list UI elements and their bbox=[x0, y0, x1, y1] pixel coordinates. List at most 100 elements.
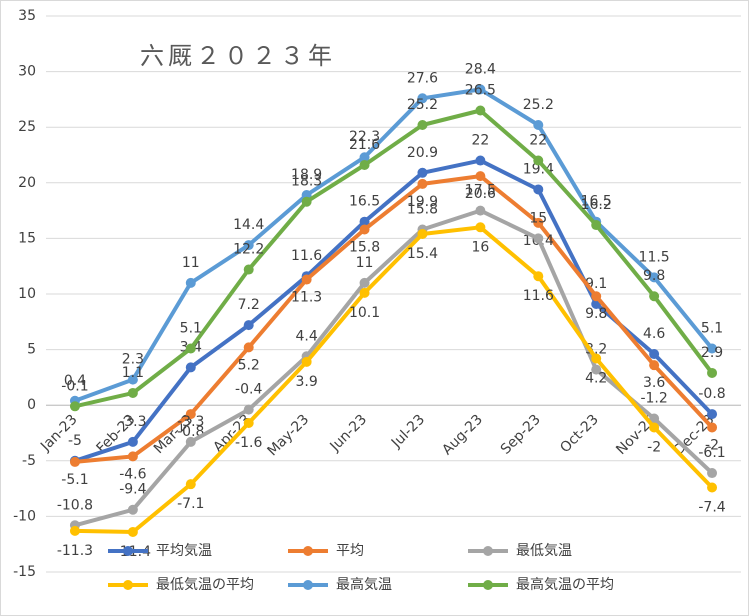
y-tick-label: -5 bbox=[22, 453, 36, 469]
series-line bbox=[73, 87, 714, 403]
data-label: 5.2 bbox=[238, 357, 260, 373]
data-point bbox=[127, 374, 138, 385]
data-point bbox=[707, 367, 718, 378]
data-point bbox=[359, 152, 370, 163]
legend-label: 平均気温 bbox=[156, 543, 212, 559]
data-label: 15.8 bbox=[407, 202, 438, 218]
data-point bbox=[185, 436, 196, 447]
data-label: 11 bbox=[182, 255, 200, 271]
data-label: 4.6 bbox=[643, 326, 665, 342]
data-point bbox=[69, 525, 80, 536]
data-point bbox=[649, 360, 660, 371]
data-label: 25.2 bbox=[407, 97, 438, 113]
y-tick-label: 30 bbox=[18, 64, 36, 80]
data-label: -6.1 bbox=[698, 445, 725, 461]
data-point bbox=[707, 468, 718, 479]
data-label: 25.2 bbox=[523, 97, 554, 113]
data-point bbox=[417, 228, 428, 239]
legend-label: 平均 bbox=[336, 543, 364, 559]
data-point bbox=[475, 84, 486, 95]
series-line bbox=[73, 225, 714, 534]
data-point bbox=[127, 387, 138, 398]
data-label: -0.4 bbox=[235, 382, 262, 398]
data-point bbox=[301, 196, 312, 207]
data-point bbox=[591, 291, 602, 302]
data-label: -3.3 bbox=[119, 414, 146, 430]
data-point bbox=[185, 277, 196, 288]
data-label: 2.9 bbox=[701, 345, 723, 361]
data-point bbox=[707, 343, 718, 354]
legend-marker bbox=[123, 580, 133, 590]
data-label: 7.2 bbox=[238, 297, 260, 313]
data-label: 4.4 bbox=[295, 328, 317, 344]
data-point bbox=[243, 342, 254, 353]
data-point bbox=[69, 456, 80, 467]
data-label: -0.8 bbox=[698, 386, 725, 402]
data-label: -1.2 bbox=[640, 391, 667, 407]
data-label: 20.6 bbox=[465, 186, 496, 202]
data-label: 2.3 bbox=[122, 352, 144, 368]
data-label: 4.2 bbox=[585, 370, 607, 386]
data-point bbox=[533, 233, 544, 244]
data-label: 16.2 bbox=[581, 197, 612, 213]
data-label: 16.5 bbox=[581, 194, 612, 210]
data-point bbox=[649, 422, 660, 433]
data-point bbox=[533, 217, 544, 228]
legend-marker bbox=[303, 580, 313, 590]
data-point bbox=[649, 413, 660, 424]
data-point bbox=[475, 171, 486, 182]
data-point bbox=[127, 504, 138, 515]
data-point bbox=[185, 409, 196, 420]
data-label: -10.8 bbox=[57, 497, 93, 513]
data-label: 19.4 bbox=[523, 161, 554, 177]
data-point bbox=[417, 93, 428, 104]
data-point bbox=[69, 401, 80, 412]
data-label: -2 bbox=[705, 437, 719, 453]
data-label: 16 bbox=[471, 239, 489, 255]
data-label: 21.6 bbox=[349, 137, 380, 153]
y-tick-label: 35 bbox=[18, 8, 36, 24]
data-label: 3.6 bbox=[643, 375, 665, 391]
data-point bbox=[475, 105, 486, 116]
data-point bbox=[533, 119, 544, 130]
data-label: 16.5 bbox=[349, 194, 380, 210]
data-label: 17.5 bbox=[465, 183, 496, 199]
data-point bbox=[185, 362, 196, 373]
data-point bbox=[359, 277, 370, 288]
data-point bbox=[359, 160, 370, 171]
data-point bbox=[591, 220, 602, 231]
data-label: 9.8 bbox=[585, 306, 607, 322]
data-label: 10.1 bbox=[349, 305, 380, 321]
data-point bbox=[533, 271, 544, 282]
y-tick-label: 20 bbox=[18, 175, 36, 191]
data-point bbox=[649, 291, 660, 302]
data-label: 5.1 bbox=[180, 320, 202, 336]
data-label: 9.8 bbox=[643, 268, 665, 284]
series-line bbox=[73, 174, 714, 464]
data-point bbox=[243, 320, 254, 331]
data-point bbox=[243, 417, 254, 428]
data-point bbox=[243, 404, 254, 415]
data-label: 22 bbox=[471, 133, 489, 149]
chart-title: 六厩２０２３年 bbox=[140, 42, 336, 70]
data-label: 11.5 bbox=[639, 249, 670, 265]
data-point bbox=[185, 343, 196, 354]
data-label: 18.9 bbox=[291, 167, 322, 183]
data-point bbox=[127, 436, 138, 447]
data-label: 12.2 bbox=[233, 242, 264, 258]
data-label: -5 bbox=[68, 433, 82, 449]
data-label: 14.4 bbox=[233, 217, 264, 233]
data-label: -1.6 bbox=[235, 435, 262, 451]
data-label: 22 bbox=[529, 133, 547, 149]
data-label: 28.4 bbox=[465, 61, 496, 77]
data-point bbox=[301, 274, 312, 285]
data-point bbox=[649, 272, 660, 283]
data-point bbox=[707, 409, 718, 420]
y-tick-label: -10 bbox=[13, 508, 36, 524]
legend-marker bbox=[303, 546, 313, 556]
data-point bbox=[475, 155, 486, 166]
data-point bbox=[359, 287, 370, 298]
data-label: 11.6 bbox=[291, 248, 322, 264]
data-point bbox=[417, 119, 428, 130]
